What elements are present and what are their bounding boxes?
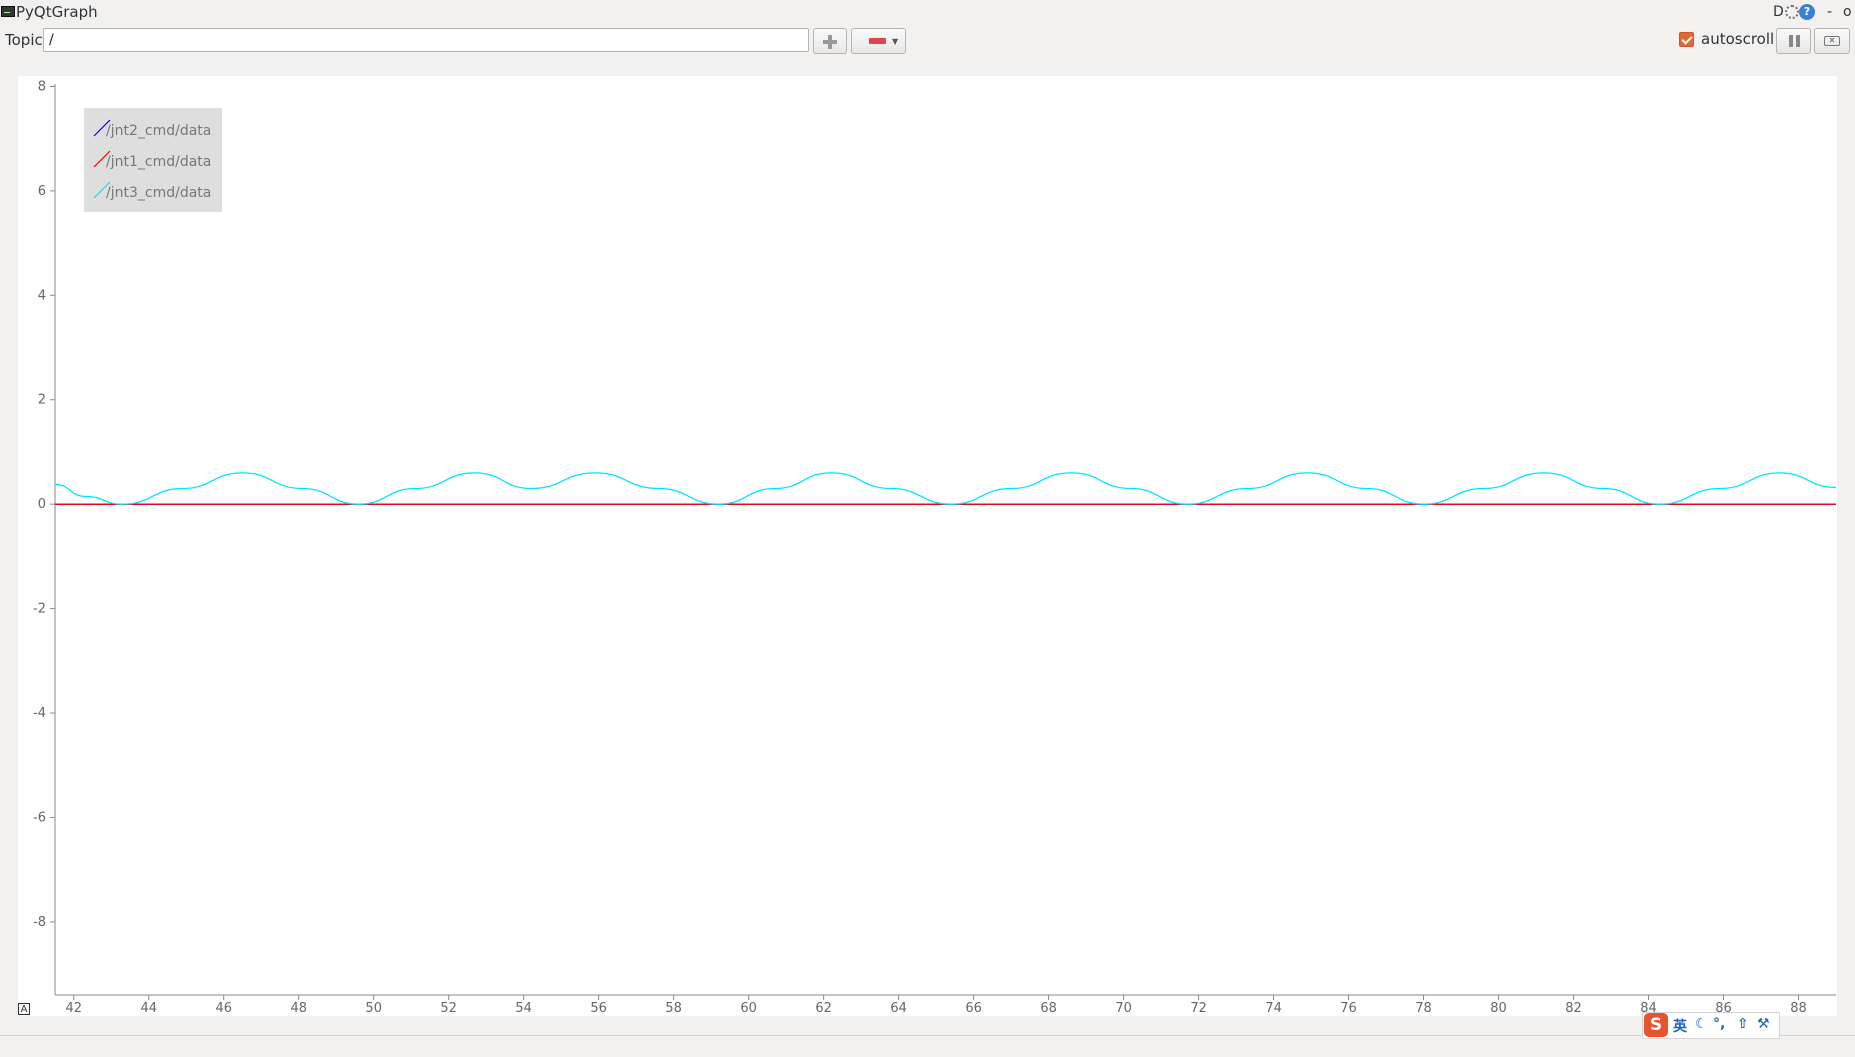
x-tick-label: 52 [440,1001,457,1016]
y-tick-label: -4 [33,706,46,721]
title-bar: PyQtGraph D ? - o [0,0,1855,24]
minimize-button[interactable]: - [1827,4,1833,20]
y-tick-label: 0 [38,497,46,512]
sogou-logo-icon[interactable]: S [1644,1013,1668,1037]
x-tick-label: 68 [1040,1001,1057,1016]
y-tick-label: 8 [38,79,46,94]
x-tick-label: 44 [140,1001,157,1016]
x-tick-label: 62 [815,1001,832,1016]
x-tick-label: 80 [1490,1001,1507,1016]
add-topic-button[interactable] [813,28,847,54]
y-tick-label: 2 [38,393,46,408]
x-tick-label: 56 [590,1001,607,1016]
x-tick-label: 78 [1415,1001,1432,1016]
legend-entry: /jnt1_cmd/data [106,154,211,170]
clear-icon: ✕ [1824,36,1840,46]
wrench-icon[interactable]: ⚒ [1757,1016,1770,1032]
moon-icon[interactable]: ☾ [1695,1016,1708,1032]
x-tick-label: 46 [215,1001,232,1016]
autoscroll-checkbox[interactable] [1679,32,1694,47]
chevron-down-icon: ▼ [892,37,899,46]
y-tick-label: 6 [38,184,46,199]
x-tick-label: 74 [1265,1001,1282,1016]
legend-box [84,108,222,212]
window-title: PyQtGraph [16,3,98,21]
y-tick-label: -8 [33,915,46,930]
ime-lang-toggle[interactable]: 英 [1673,1019,1687,1035]
x-tick-label: 82 [1565,1001,1582,1016]
y-tick-label: -6 [33,810,46,825]
minus-icon [869,38,886,44]
ime-toolbar[interactable]: S 英 ☾ °, ⇧ ⚒ [1642,1012,1780,1039]
x-tick-label: 64 [890,1001,907,1016]
legend-swatch [93,150,111,168]
x-tick-label: 88 [1790,1001,1807,1016]
x-tick-label: 48 [290,1001,307,1016]
y-tick-label: -2 [33,602,46,617]
legend-swatch [93,181,111,199]
x-tick-label: 70 [1115,1001,1132,1016]
legend-entry: /jnt2_cmd/data [106,123,211,139]
x-tick-label: 58 [665,1001,682,1016]
x-tick-label: 60 [740,1001,757,1016]
x-tick-label: 50 [365,1001,382,1016]
topic-input[interactable] [43,28,809,52]
restore-button[interactable]: o [1843,4,1852,20]
shift-icon[interactable]: ⇧ [1737,1016,1749,1032]
punctuation-icon[interactable]: °, [1713,1016,1726,1032]
plot-canvas[interactable]: 8 6 4 2 0 -2 -4 -6 -8 42 44 46 48 50 52 54 56 58 60 62 64 66 6… [18,76,1837,1016]
x-tick-label: 54 [515,1001,532,1016]
gear-icon[interactable] [1785,5,1799,19]
d-button[interactable]: D [1773,4,1784,20]
x-tick-label: 72 [1190,1001,1207,1016]
autoscroll-label[interactable]: autoscroll [1701,30,1775,48]
legend-swatch [93,119,111,137]
clear-button[interactable]: ✕ [1814,28,1850,54]
plot-toolbar: Topic ▼ autoscroll ✕ [0,24,1855,54]
auto-range-icon[interactable]: A [18,1003,30,1015]
y-tick-label: 4 [38,288,46,303]
legend-entry: /jnt3_cmd/data [106,185,211,201]
x-tick-label: 42 [65,1001,82,1016]
topic-label: Topic [5,31,43,49]
plus-icon-stem [828,35,832,49]
help-icon[interactable]: ? [1799,4,1815,20]
status-bar [0,1035,1855,1057]
pause-button[interactable] [1776,28,1811,54]
remove-topic-button[interactable]: ▼ [851,28,906,54]
series-line-2 [54,472,1837,505]
x-tick-label: 76 [1340,1001,1357,1016]
pause-icon-bar [1796,35,1800,47]
x-tick-label: 66 [965,1001,982,1016]
terminal-icon [1,6,15,17]
pause-icon [1789,35,1793,47]
